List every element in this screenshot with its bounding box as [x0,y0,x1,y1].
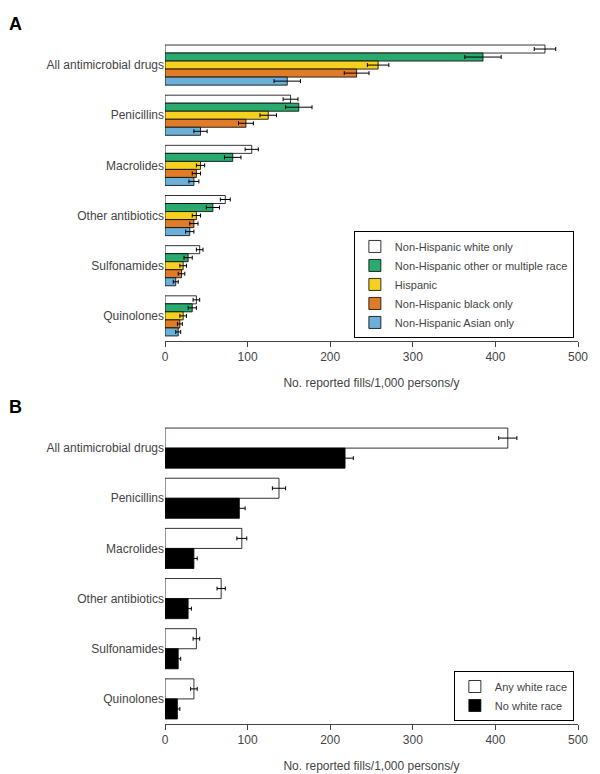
svg-text:500: 500 [568,733,588,747]
svg-text:Non-Hispanic Asian only: Non-Hispanic Asian only [395,317,515,329]
svg-text:Quinolones: Quinolones [103,692,164,706]
svg-text:Non-Hispanic black only: Non-Hispanic black only [395,298,513,310]
svg-text:Sulfonamides: Sulfonamides [91,642,164,656]
svg-text:No. reported fills/1,000 perso: No. reported fills/1,000 persons/y [283,759,459,773]
svg-text:Sulfonamides: Sulfonamides [91,259,164,273]
svg-text:No white race: No white race [495,700,562,712]
svg-text:400: 400 [485,350,505,364]
svg-text:300: 300 [403,350,423,364]
svg-text:No. reported fills/1,000 perso: No. reported fills/1,000 persons/y [283,376,459,390]
svg-text:All antimicrobial drugs: All antimicrobial drugs [47,441,164,455]
svg-text:A: A [9,14,22,34]
svg-text:0: 0 [162,350,169,364]
svg-text:100: 100 [238,733,258,747]
svg-text:Non-Hispanic other or multiple: Non-Hispanic other or multiple race [395,260,567,272]
svg-text:200: 200 [320,350,340,364]
svg-text:Quinolones: Quinolones [103,309,164,323]
svg-text:Penicillins: Penicillins [111,491,164,505]
svg-text:500: 500 [568,350,588,364]
svg-text:100: 100 [238,350,258,364]
svg-text:0: 0 [162,733,169,747]
svg-text:Macrolides: Macrolides [106,159,164,173]
svg-text:300: 300 [403,733,423,747]
svg-text:Hispanic: Hispanic [395,279,438,291]
svg-text:Macrolides: Macrolides [106,542,164,556]
svg-text:400: 400 [485,733,505,747]
svg-text:All antimicrobial drugs: All antimicrobial drugs [47,58,164,72]
svg-text:200: 200 [320,733,340,747]
svg-text:Other antibiotics: Other antibiotics [77,592,164,606]
svg-text:Any white race: Any white race [495,681,567,693]
svg-text:Penicillins: Penicillins [111,108,164,122]
svg-text:Other antibiotics: Other antibiotics [77,209,164,223]
svg-text:B: B [9,397,22,417]
svg-text:Non-Hispanic white only: Non-Hispanic white only [395,241,513,253]
